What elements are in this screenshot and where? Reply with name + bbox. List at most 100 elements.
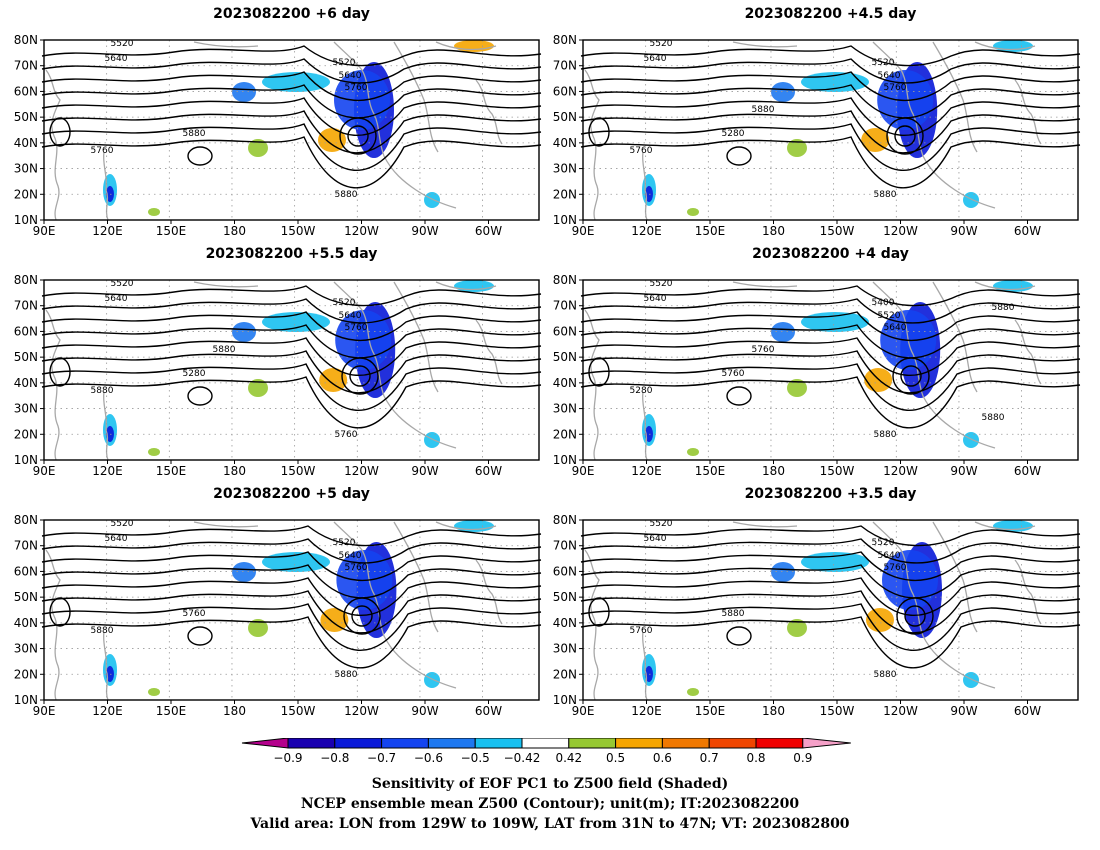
- contour-line: [580, 311, 1081, 341]
- contour-label: 5880: [91, 626, 114, 636]
- coastline: [435, 41, 497, 51]
- lat-tick-label: 20N: [14, 187, 38, 201]
- coastline: [193, 41, 259, 48]
- shaded-region: [424, 672, 440, 688]
- coastline: [974, 41, 1036, 51]
- map-frame: [43, 279, 540, 461]
- lon-tick-label: 150E: [695, 464, 726, 478]
- contour-line: [41, 616, 542, 669]
- colorbar-segment: [661, 738, 710, 749]
- contour-label: 5760: [752, 345, 775, 355]
- lon-tick-label: 150W: [281, 224, 316, 238]
- contour-label: 5640: [339, 551, 362, 561]
- contour-label: 5520: [111, 519, 134, 529]
- contour-label: 5760: [183, 609, 206, 619]
- lat-tick-label: 50N: [14, 590, 38, 604]
- map-frame: [582, 519, 1079, 701]
- lon-tick-label: 120W: [883, 224, 918, 238]
- contour-line: [580, 71, 1081, 101]
- contour-line: [580, 363, 1081, 411]
- lon-tick-label: 180: [762, 224, 785, 238]
- closed-low-contour: [347, 125, 369, 147]
- colorbar-tick-label: 0.7: [700, 751, 719, 765]
- colorbar-segment: [708, 738, 757, 749]
- contour-label: 5640: [878, 71, 901, 81]
- lat-tick-label: 80N: [553, 33, 577, 47]
- panel-title: 2023082200 +4 day: [752, 246, 909, 262]
- contour-label: 5760: [630, 146, 653, 156]
- contour-label: 5520: [111, 279, 134, 289]
- lat-tick-label: 50N: [14, 110, 38, 124]
- gridlines: [44, 520, 539, 700]
- contour-label: 5520: [333, 538, 356, 548]
- map-background: [583, 40, 1078, 220]
- lat-tick-label: 10N: [553, 453, 577, 467]
- shaded-region: [787, 379, 807, 397]
- coastlines: [584, 281, 1042, 461]
- contour-line: [580, 123, 1081, 171]
- contour-line: [41, 363, 542, 411]
- closed-low-contour: [896, 597, 934, 635]
- lon-tick-label: 90E: [572, 464, 595, 478]
- contour-line: [580, 110, 1081, 154]
- map-panel: 5520 5640 5520 5640 5760 5880 5760 5880 80N 70N 60…: [553, 513, 1081, 718]
- map-panel: 5520 5640 5520 5640 5760 5880 5760 5880 80N 70N 60…: [14, 33, 542, 238]
- coastlines: [45, 281, 503, 461]
- shaded-region: [771, 562, 795, 582]
- closed-high-contour: [187, 386, 213, 406]
- colorbar-tick-label: 0.5: [606, 751, 625, 765]
- contour-label: 5880: [992, 303, 1015, 313]
- caption-line-2: NCEP ensemble mean Z500 (Contour); unit(…: [300, 796, 800, 812]
- coastline: [333, 281, 457, 449]
- contour-line: [41, 45, 542, 67]
- lon-tick-label: 150W: [820, 224, 855, 238]
- contour-label: 5640: [339, 311, 362, 321]
- contour-line: [580, 577, 1081, 617]
- lon-tick-label: 120W: [344, 224, 379, 238]
- closed-low-contour: [339, 117, 377, 155]
- lat-tick-label: 10N: [553, 213, 577, 227]
- contour-label: 5880: [91, 386, 114, 396]
- contour-label: 5520: [650, 519, 673, 529]
- contour-label: 5880: [752, 105, 775, 115]
- contour-label: 5880: [982, 413, 1005, 423]
- coastline: [732, 521, 798, 528]
- colorbar-segment: [287, 738, 336, 749]
- lat-tick-label: 80N: [14, 273, 38, 287]
- contour-label: 5880: [874, 430, 897, 440]
- shaded-region: [248, 139, 268, 157]
- closed-low-contour: [900, 365, 922, 387]
- contour-label: 5760: [884, 563, 907, 573]
- lon-tick-label: 60W: [475, 464, 502, 478]
- contour-line: [580, 285, 1081, 307]
- coastline: [732, 281, 798, 288]
- lon-tick-label: 120E: [92, 704, 123, 718]
- contour-label: 5520: [650, 39, 673, 49]
- colorbar-tick-label: 0.8: [746, 751, 765, 765]
- contour-label: 5760: [630, 626, 653, 636]
- coastline: [193, 281, 259, 288]
- shaded-region: [454, 40, 494, 52]
- contour-label: 5520: [872, 538, 895, 548]
- contour-line: [41, 97, 542, 137]
- panel-title: 2023082200 +6 day: [213, 6, 370, 22]
- contour-label: 5640: [878, 551, 901, 561]
- coastline: [193, 521, 259, 528]
- contour-label: 5640: [644, 54, 667, 64]
- contour-line: [580, 564, 1081, 599]
- lon-tick-label: 120W: [883, 464, 918, 478]
- closed-low-contour: [904, 605, 926, 627]
- contour-label: 5520: [650, 279, 673, 289]
- closed-low-contour: [341, 357, 379, 395]
- shaded-region: [771, 322, 795, 342]
- contour-line: [41, 564, 542, 599]
- contour-line: [41, 538, 542, 564]
- shaded-region: [687, 448, 699, 456]
- shaded-region: [963, 192, 979, 208]
- map-frame: [582, 39, 1079, 221]
- contour-label: 5400: [872, 298, 895, 308]
- contour-line: [580, 324, 1081, 359]
- lon-tick-label: 150E: [695, 704, 726, 718]
- coastlines: [584, 521, 1042, 701]
- shaded-region: [148, 688, 160, 696]
